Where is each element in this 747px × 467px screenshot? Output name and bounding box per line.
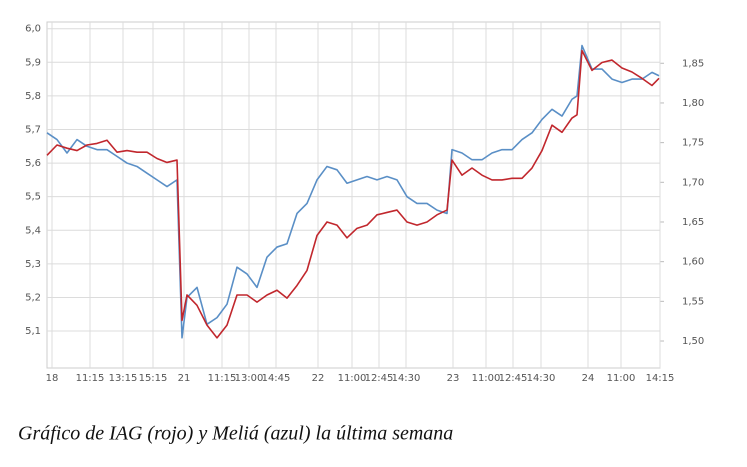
- y-tick-label: 5,9: [25, 57, 41, 68]
- y2-tick-label: 1,85: [682, 58, 704, 69]
- x-tick-label: 14:30: [392, 373, 421, 384]
- x-tick-label: 14:15: [646, 373, 675, 384]
- y-tick-label: 5,3: [25, 259, 41, 270]
- x-tick-label: 12:45: [499, 373, 528, 384]
- y2-tick-label: 1,80: [682, 98, 704, 109]
- x-tick-label: 14:30: [527, 373, 556, 384]
- x-tick-label: 11:00: [607, 373, 636, 384]
- x-tick-label: 12:45: [365, 373, 394, 384]
- x-tick-label: 24: [582, 373, 595, 384]
- y-tick-label: 5,2: [25, 292, 41, 303]
- y-tick-label: 5,1: [25, 326, 41, 337]
- series-line: [46, 44, 660, 339]
- y-tick-label: 5,5: [25, 192, 41, 203]
- x-tick-label: 13:15: [109, 373, 138, 384]
- caption: Gráfico de IAG (rojo) y Meliá (azul) la …: [18, 423, 453, 445]
- x-tick-label: 13:00: [235, 373, 264, 384]
- x-tick-label: 23: [447, 373, 460, 384]
- y2-tick-label: 1,60: [682, 257, 704, 268]
- x-tick-label: 21: [178, 373, 191, 384]
- plot-area: [46, 21, 661, 369]
- y-tick-label: 5,7: [25, 124, 41, 135]
- y-tick-label: 5,6: [25, 158, 41, 169]
- y2-tick-label: 1,75: [682, 138, 704, 149]
- x-tick-label: 22: [312, 373, 325, 384]
- y-tick-label: 6,0: [25, 24, 41, 35]
- y2-tick-label: 1,70: [682, 177, 704, 188]
- x-tick-label: 15:15: [139, 373, 168, 384]
- x-tick-label: 18: [46, 373, 59, 384]
- y2-tick-label: 1,55: [682, 296, 704, 307]
- x-tick-label: 11:00: [472, 373, 501, 384]
- y-tick-label: 5,8: [25, 91, 41, 102]
- y-tick-label: 5,4: [25, 225, 41, 236]
- x-tick-label: 11:15: [208, 373, 237, 384]
- x-tick-label: 11:15: [76, 373, 105, 384]
- y2-tick-label: 1,50: [682, 336, 704, 347]
- series-line: [46, 49, 660, 339]
- x-tick-label: 11:00: [338, 373, 367, 384]
- y2-tick-label: 1,65: [682, 217, 704, 228]
- x-tick-label: 14:45: [262, 373, 291, 384]
